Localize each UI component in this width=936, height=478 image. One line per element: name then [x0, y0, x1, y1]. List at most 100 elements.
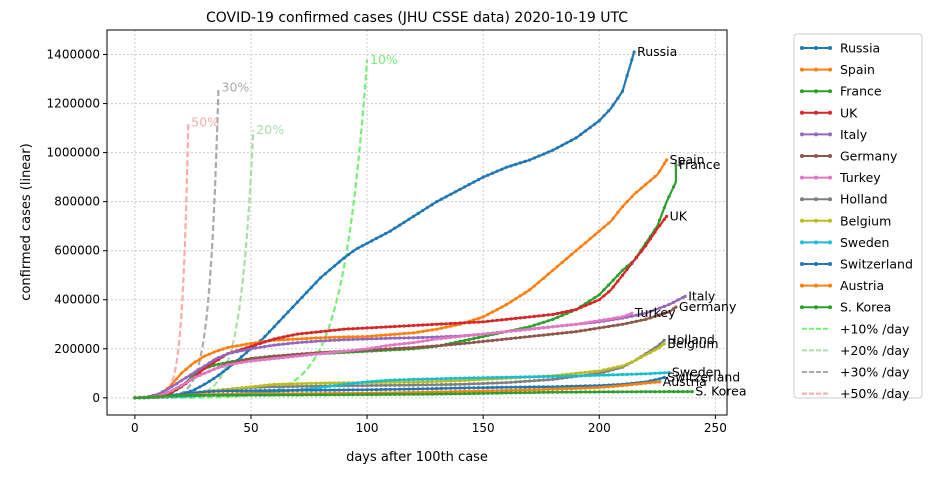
series-point-germany	[495, 338, 499, 342]
series-point-uk	[402, 324, 406, 328]
series-point-italy	[179, 379, 183, 383]
series-point-s-korea	[565, 390, 569, 394]
series-point-germany	[379, 347, 383, 351]
series-point-turkey	[175, 386, 179, 390]
legend-marker-belgium	[814, 218, 818, 223]
series-point-sweden	[653, 371, 657, 375]
series-point-holland	[523, 379, 527, 383]
legend-marker-s-korea	[828, 305, 832, 310]
series-point-france	[555, 315, 560, 319]
series-point-sweden	[337, 383, 341, 387]
series-point-s-korea	[672, 390, 676, 394]
series-point-turkey	[430, 338, 434, 342]
series-point-italy	[393, 336, 397, 340]
series-point-austria	[634, 382, 639, 386]
series-point-france	[542, 320, 546, 324]
series-point-uk	[490, 319, 495, 323]
series-point-belgium	[453, 379, 457, 383]
series-point-uk	[467, 321, 471, 325]
series-point-russia	[295, 300, 299, 304]
series-point-s-korea	[333, 393, 337, 397]
series-point-s-korea	[597, 390, 601, 394]
series-point-russia	[444, 195, 448, 199]
series-point-germany	[421, 345, 425, 349]
series-point-holland	[300, 384, 304, 388]
series-point-switzerland	[319, 388, 323, 392]
series-point-spain	[509, 300, 513, 304]
series-point-germany	[579, 329, 583, 333]
series-point-switzerland	[555, 385, 560, 389]
series-point-s-korea	[291, 393, 295, 397]
end-label-switzerland: Switzerland	[667, 370, 740, 385]
series-point-spain	[490, 310, 495, 314]
y-tick-label: 400000	[54, 293, 100, 307]
series-point-turkey	[528, 327, 532, 331]
series-point-s-korea	[444, 392, 448, 396]
series-point-germany	[393, 346, 397, 351]
legend-label-spain: Spain	[840, 62, 875, 77]
series-point-sweden	[555, 374, 560, 378]
series-point-turkey	[370, 346, 374, 350]
series-point-holland	[537, 378, 541, 382]
series-point-s-korea	[518, 391, 522, 395]
series-point-belgium	[602, 368, 606, 372]
series-point-spain	[565, 256, 569, 261]
series-point-italy	[235, 350, 239, 354]
series-point-uk	[472, 320, 476, 324]
series-point-france	[662, 206, 666, 210]
series-point-uk	[351, 327, 355, 331]
series-point-switzerland	[216, 389, 221, 393]
series-point-switzerland	[463, 386, 467, 390]
series-point-sweden	[662, 371, 666, 375]
series-point-holland	[295, 384, 299, 388]
series-point-austria	[476, 389, 481, 393]
series-point-spain	[537, 280, 541, 284]
series-point-belgium	[281, 382, 286, 386]
series-point-turkey	[360, 347, 364, 351]
legend-marker-russia	[814, 46, 818, 50]
series-point-russia	[286, 310, 290, 314]
series-point-belgium	[267, 383, 272, 387]
series-point-turkey	[439, 336, 443, 341]
series-point-russia	[546, 150, 550, 154]
series-point-italy	[662, 304, 666, 308]
series-point-s-korea	[481, 391, 485, 395]
series-point-sweden	[597, 373, 601, 377]
series-point-germany	[458, 342, 462, 346]
series-point-italy	[314, 339, 318, 343]
series-point-spain	[653, 175, 657, 179]
series-point-belgium	[240, 386, 244, 390]
series-point-russia	[555, 146, 560, 150]
series-point-russia	[495, 169, 499, 173]
series-point-austria	[481, 389, 485, 393]
series-point-s-korea	[244, 393, 248, 397]
series-point-sweden	[625, 372, 629, 376]
series-point-sweden	[407, 378, 411, 382]
series-point-italy	[337, 338, 341, 342]
series-point-switzerland	[272, 388, 276, 393]
series-point-s-korea	[235, 393, 239, 397]
series-point-switzerland	[565, 384, 569, 388]
series-point-belgium	[277, 382, 281, 386]
series-point-spain	[665, 158, 669, 162]
series-point-germany	[658, 313, 662, 317]
end-label-sweden: Sweden	[672, 365, 721, 380]
y-tick-label: 800000	[54, 195, 100, 209]
series-point-sweden	[565, 374, 569, 378]
series-point-holland	[421, 383, 425, 387]
series-point-sweden	[439, 377, 443, 381]
series-point-belgium	[295, 382, 299, 386]
series-point-uk	[291, 333, 295, 337]
series-point-switzerland	[342, 388, 346, 392]
legend-marker-holland	[800, 197, 804, 202]
series-point-belgium	[272, 382, 276, 386]
series-point-italy	[639, 312, 643, 316]
series-point-s-korea	[486, 391, 490, 395]
series-point-sweden	[579, 374, 583, 378]
series-point-belgium	[662, 342, 666, 346]
series-point-austria	[565, 387, 569, 391]
series-point-turkey	[607, 317, 611, 321]
series-point-spain	[221, 347, 225, 351]
series-point-spain	[625, 200, 629, 204]
series-point-sweden	[528, 375, 532, 379]
